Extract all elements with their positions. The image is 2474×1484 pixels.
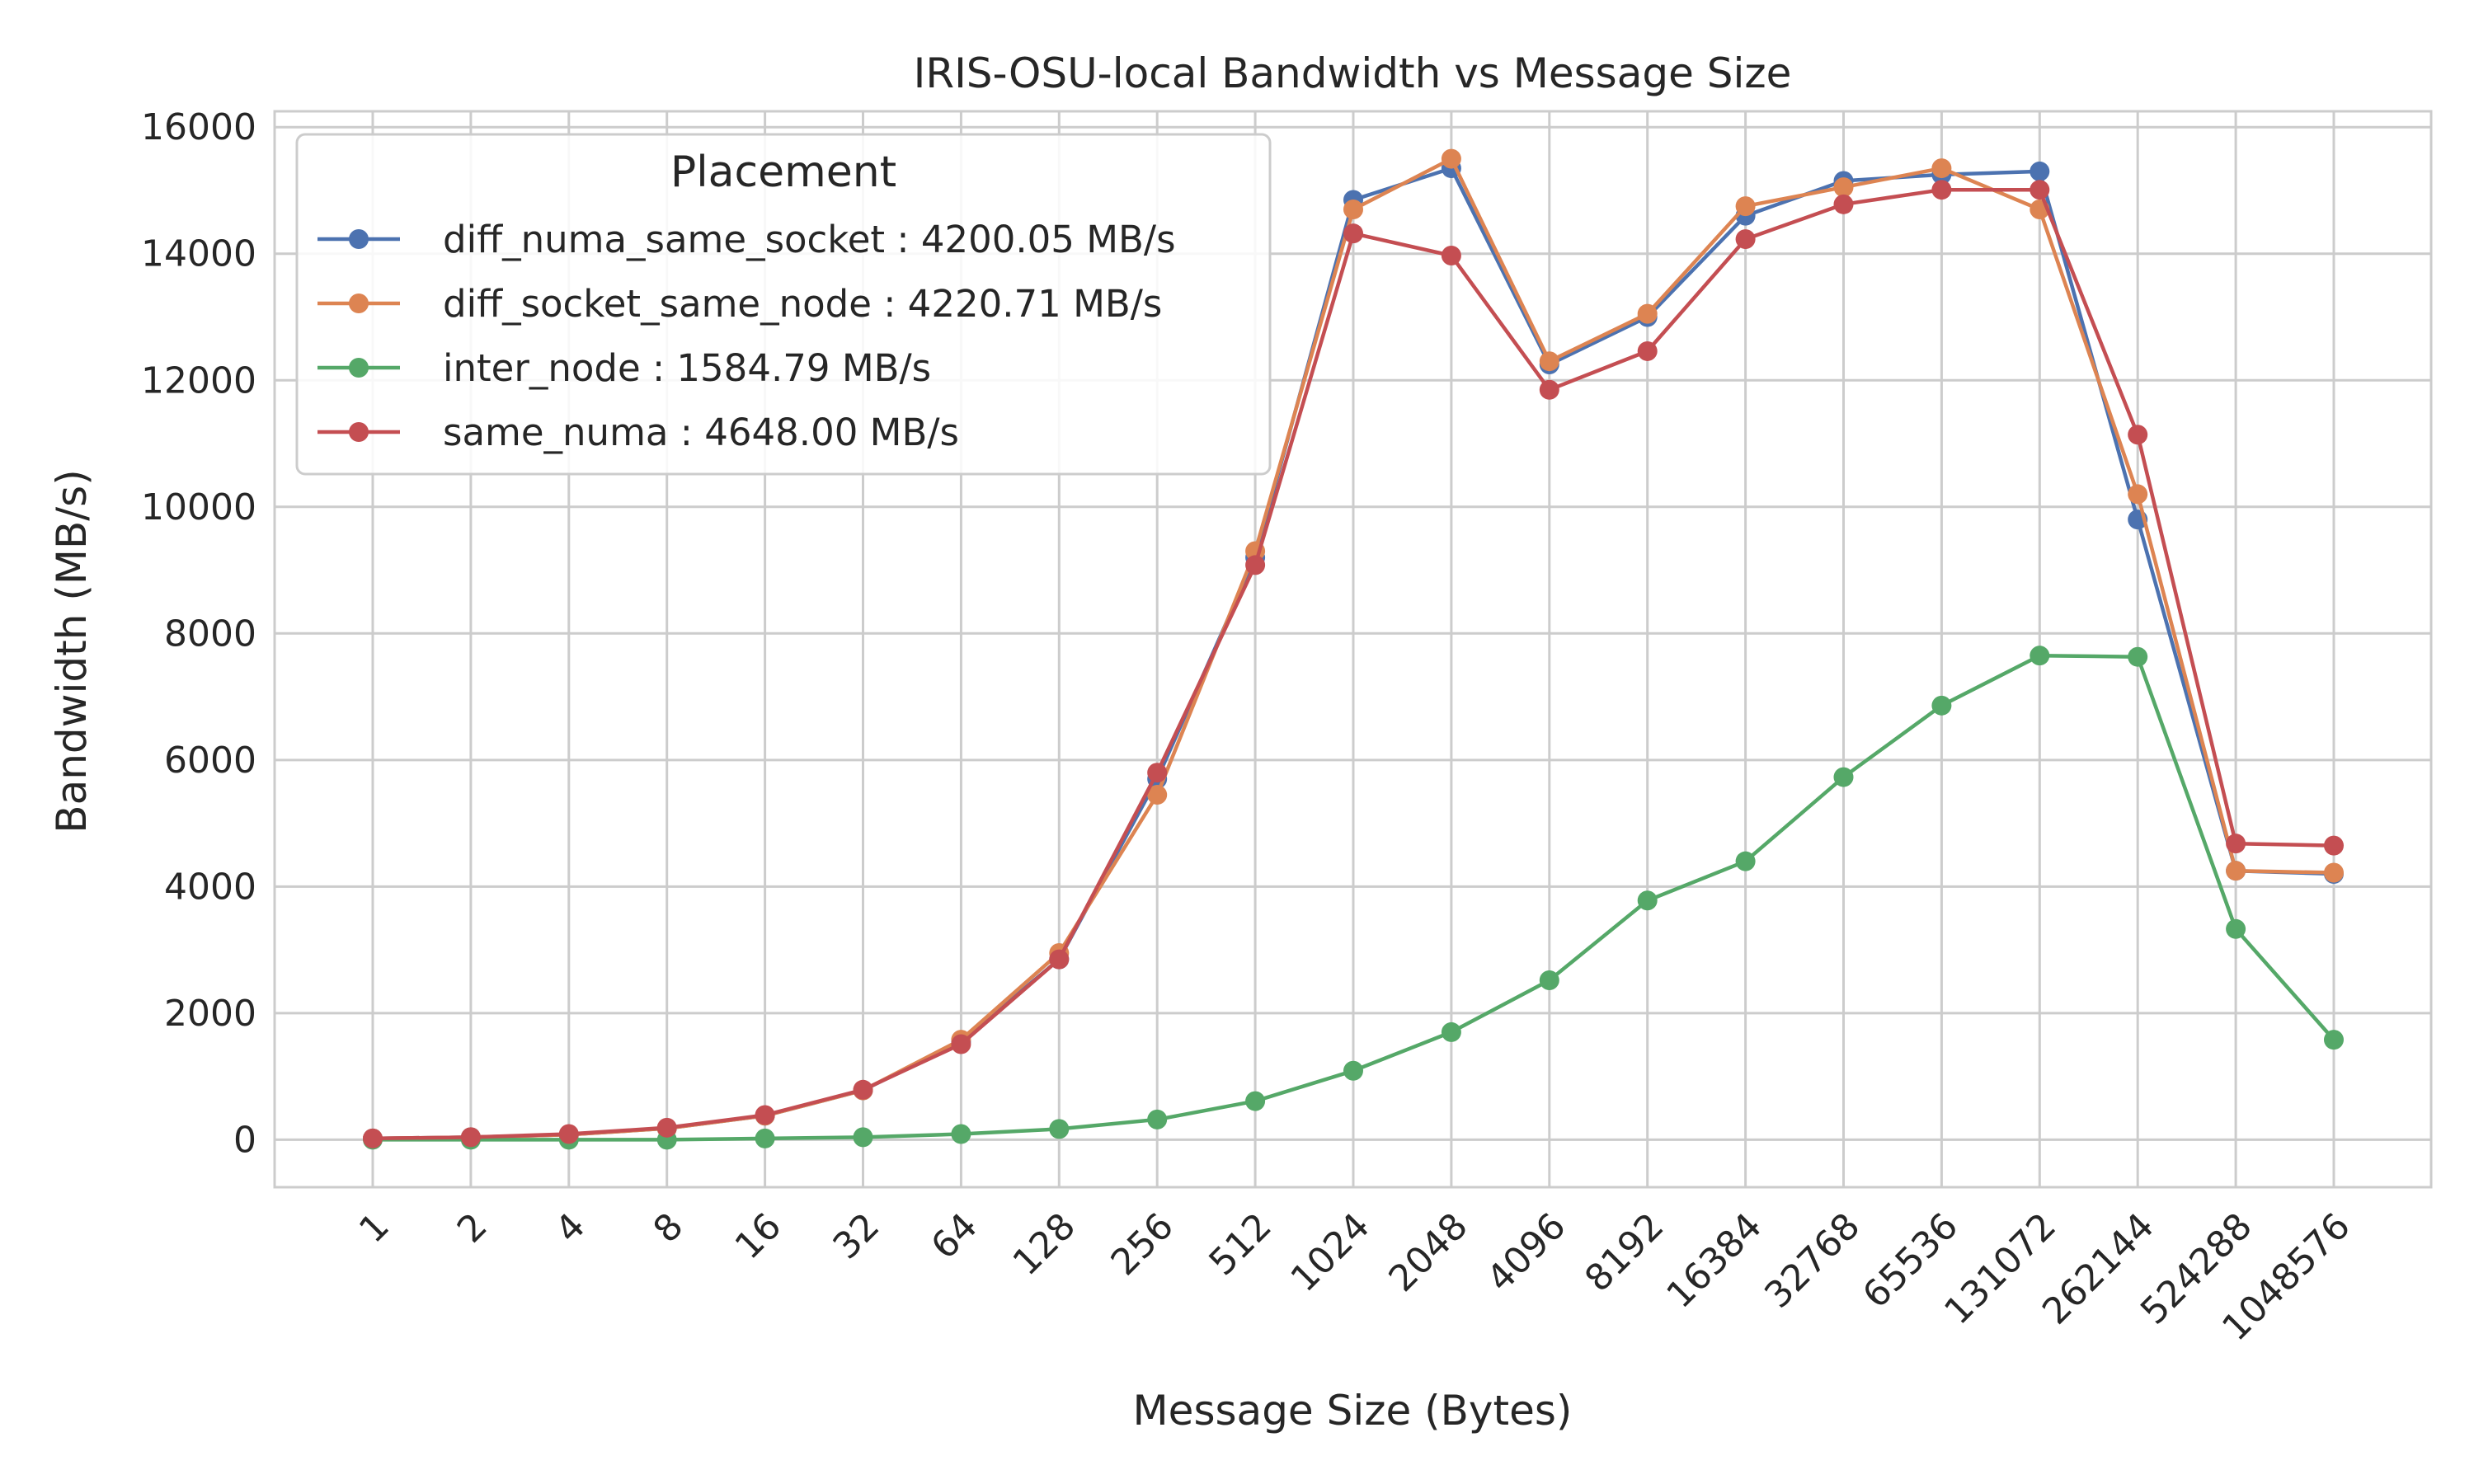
data-point	[2128, 646, 2148, 667]
series-3	[363, 646, 2344, 1150]
data-point	[656, 1117, 677, 1138]
data-point	[2128, 425, 2148, 445]
series-layer	[363, 148, 2344, 1150]
data-point	[951, 1124, 971, 1144]
legend-items: diff_numa_same_socket : 4200.05 MB/s diff…	[317, 218, 1176, 454]
data-point	[1343, 1060, 1363, 1081]
data-point	[2030, 161, 2050, 181]
y-tick-label: 10000	[141, 486, 256, 528]
data-point	[2128, 484, 2148, 505]
data-point	[755, 1105, 775, 1125]
x-axis-label: Message Size (Bytes)	[1133, 1387, 1573, 1435]
series-4	[363, 180, 2344, 1148]
data-point	[1833, 177, 1854, 198]
y-axis-label: Bandwidth (MB/s)	[48, 469, 96, 833]
data-point	[1147, 785, 1168, 805]
data-point	[1931, 180, 1952, 200]
data-point	[1833, 767, 1854, 787]
data-point	[1147, 763, 1168, 783]
data-point	[2030, 180, 2050, 200]
data-point	[1049, 949, 1070, 970]
legend-marker	[349, 294, 369, 313]
data-point	[1343, 223, 1363, 244]
data-point	[1637, 303, 1658, 324]
y-tick-label: 2000	[164, 993, 256, 1035]
data-point	[1735, 851, 1756, 871]
y-tick-label: 14000	[141, 233, 256, 275]
data-point	[1049, 1119, 1070, 1139]
data-point	[1539, 351, 1559, 372]
data-point	[1245, 555, 1266, 575]
data-point	[1833, 194, 1854, 214]
legend-item: diff_socket_same_node : 4220.71 MB/s	[317, 282, 1162, 326]
legend-marker	[349, 358, 369, 378]
legend-item: diff_numa_same_socket : 4200.05 MB/s	[317, 218, 1176, 261]
y-tick-label: 16000	[141, 106, 256, 148]
data-point	[951, 1034, 971, 1054]
plot-area-frame	[273, 110, 2433, 1189]
data-point	[1539, 970, 1559, 990]
y-tick-label: 6000	[164, 740, 256, 782]
data-point	[1441, 148, 1461, 169]
data-point	[1441, 1021, 1461, 1042]
y-tick-label: 8000	[164, 613, 256, 655]
legend-marker	[349, 422, 369, 442]
data-point	[2324, 1030, 2344, 1050]
data-point	[1931, 695, 1952, 716]
legend-title: Placement	[670, 148, 896, 197]
data-point	[2226, 861, 2246, 881]
data-point	[2324, 862, 2344, 883]
data-point	[2030, 646, 2050, 666]
data-point	[2324, 835, 2344, 856]
data-point	[1441, 246, 1461, 266]
legend-label: diff_socket_same_node : 4220.71 MB/s	[443, 282, 1162, 326]
data-point	[558, 1124, 579, 1144]
data-point	[1343, 199, 1363, 219]
data-point	[1637, 340, 1658, 361]
y-tick-label: 0	[233, 1119, 256, 1161]
legend-label: inter_node : 1584.79 MB/s	[443, 346, 931, 390]
data-point	[1735, 196, 1756, 217]
legend: Placement diff_numa_same_socket : 4200.0…	[295, 133, 1272, 476]
data-point	[853, 1127, 873, 1148]
data-point	[1539, 379, 1559, 400]
legend-label: diff_numa_same_socket : 4200.05 MB/s	[443, 218, 1176, 261]
data-point	[2226, 918, 2246, 939]
y-tick-labels: 0 2000 4000 6000 8000 10000 12000 14000 16000	[141, 106, 256, 1161]
legend-marker	[349, 229, 369, 249]
data-point	[1735, 229, 1756, 250]
data-point	[460, 1127, 481, 1148]
data-point	[363, 1128, 383, 1148]
legend-item: same_numa : 4648.00 MB/s	[317, 411, 959, 454]
y-tick-label: 12000	[141, 359, 256, 402]
data-point	[1245, 1091, 1266, 1111]
legend-label: same_numa : 4648.00 MB/s	[443, 411, 959, 454]
data-point	[853, 1079, 873, 1100]
legend-box	[295, 133, 1272, 476]
data-point	[755, 1128, 775, 1148]
data-point	[2226, 834, 2246, 854]
chart-title: IRIS-OSU-local Bandwidth vs Message Size	[914, 49, 1792, 97]
data-point	[1637, 890, 1658, 911]
y-tick-label: 4000	[164, 866, 256, 908]
legend-item: inter_node : 1584.79 MB/s	[317, 346, 931, 390]
data-point	[1147, 1109, 1168, 1129]
data-point	[1931, 158, 1952, 179]
